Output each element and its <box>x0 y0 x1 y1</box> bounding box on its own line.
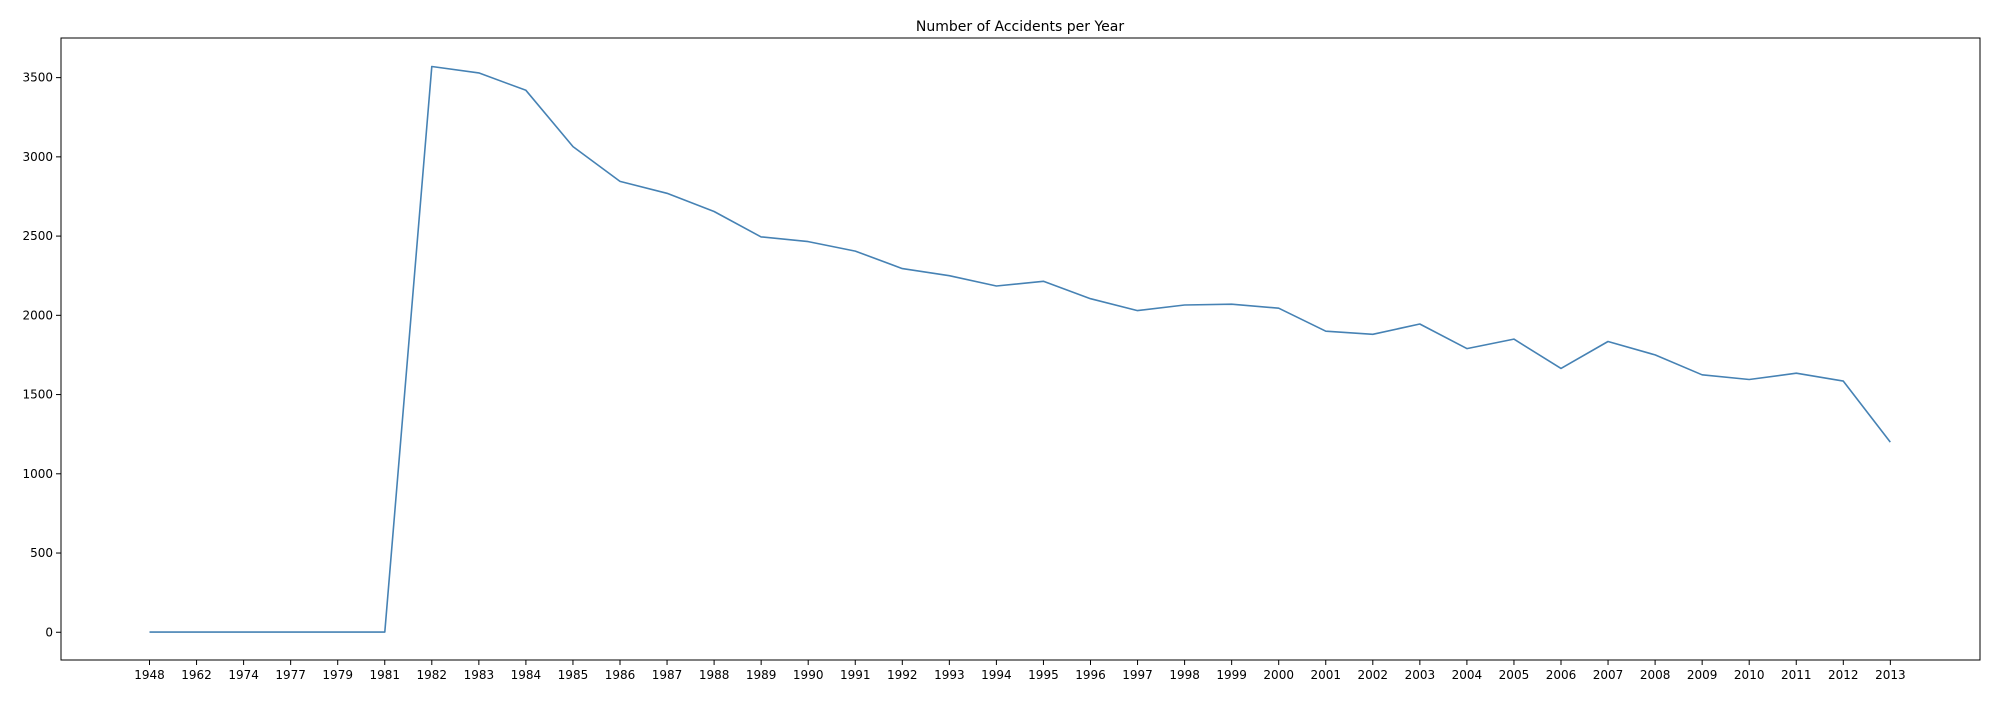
x-tick-label: 2012 <box>1828 668 1859 682</box>
x-tick-label: 2009 <box>1687 668 1718 682</box>
x-tick-label: 1984 <box>511 668 542 682</box>
plot-frame <box>60 37 1981 661</box>
y-tick-label: 500 <box>30 546 53 560</box>
x-tick-label: 2003 <box>1405 668 1436 682</box>
chart-title: Number of Accidents per Year <box>916 19 1124 35</box>
x-tick-label: 1988 <box>699 668 730 682</box>
x-tick-label: 2007 <box>1593 668 1624 682</box>
series-line <box>149 65 1891 633</box>
x-axis: 1948 1962 1974 1977 1979 1981 1982 1983 1984 1985… <box>134 660 1906 682</box>
x-tick-label: 2000 <box>1263 668 1294 682</box>
y-tick-label: 3500 <box>22 71 53 85</box>
x-tick-label: 1982 <box>417 668 448 682</box>
x-tick-label: 1987 <box>652 668 683 682</box>
x-tick-label: 2011 <box>1781 668 1812 682</box>
x-tick-label: 1948 <box>134 668 165 682</box>
y-tick-label: 1500 <box>22 388 53 402</box>
x-tick-label: 2004 <box>1452 668 1483 682</box>
x-tick-label: 2002 <box>1358 668 1389 682</box>
x-tick-label: 1990 <box>793 668 824 682</box>
x-tick-label: 1992 <box>887 668 918 682</box>
x-tick-label: 1997 <box>1122 668 1153 682</box>
x-tick-label: 1985 <box>558 668 589 682</box>
y-tick-label: 0 <box>45 625 53 639</box>
x-tick-label: 2013 <box>1875 668 1906 682</box>
x-tick-label: 1999 <box>1216 668 1247 682</box>
x-tick-label: 1994 <box>981 668 1012 682</box>
x-tick-label: 1986 <box>605 668 636 682</box>
x-tick-label: 1996 <box>1075 668 1106 682</box>
x-tick-label: 2001 <box>1310 668 1341 682</box>
x-tick-label: 1979 <box>322 668 353 682</box>
x-tick-label: 1993 <box>934 668 965 682</box>
x-tick-label: 2005 <box>1499 668 1530 682</box>
x-tick-label: 1991 <box>840 668 871 682</box>
x-tick-label: 1977 <box>275 668 306 682</box>
y-tick-label: 1000 <box>22 467 53 481</box>
x-tick-label: 2008 <box>1640 668 1671 682</box>
x-tick-label: 1962 <box>181 668 212 682</box>
x-tick-label: 1989 <box>746 668 777 682</box>
series-layer <box>149 65 1891 633</box>
x-tick-label: 1981 <box>369 668 400 682</box>
x-tick-label: 1983 <box>464 668 495 682</box>
y-tick-label: 3000 <box>22 150 53 164</box>
x-tick-label: 1995 <box>1028 668 1059 682</box>
y-tick-label: 2500 <box>22 229 53 243</box>
x-tick-label: 2006 <box>1546 668 1577 682</box>
x-tick-label: 2010 <box>1734 668 1765 682</box>
y-axis: 0 500 1000 1500 2000 2500 3000 3500 <box>22 71 61 639</box>
y-tick-label: 2000 <box>22 308 53 322</box>
x-tick-label: 1998 <box>1169 668 1200 682</box>
x-tick-label: 1974 <box>228 668 259 682</box>
